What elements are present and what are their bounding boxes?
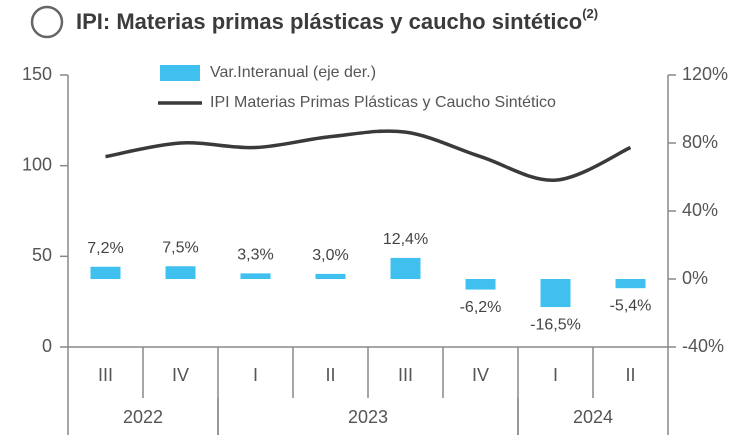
data-label: -16,5% <box>530 316 581 333</box>
x-tick-label: III <box>98 365 113 385</box>
y2-tick-label: 0% <box>682 268 708 288</box>
x-tick-label: III <box>398 365 413 385</box>
data-label: 7,5% <box>162 239 198 256</box>
bar <box>315 273 346 279</box>
bar <box>240 273 271 279</box>
x-tick-label: I <box>553 365 558 385</box>
bar <box>390 257 421 279</box>
group-label: 2022 <box>123 407 163 427</box>
x-tick-label: II <box>325 365 335 385</box>
chart-title: IPI: Materias primas plásticas y caucho … <box>76 6 598 33</box>
y2-tick-label: 40% <box>682 200 718 220</box>
y-tick-label: 150 <box>22 64 52 84</box>
data-label: -6,2% <box>460 299 502 316</box>
data-label: 12,4% <box>383 231 428 248</box>
bar <box>165 266 196 279</box>
group-label: 2024 <box>573 407 613 427</box>
bar <box>615 279 646 289</box>
bar <box>465 279 496 290</box>
y2-tick-label: -40% <box>682 336 724 356</box>
y-tick-label: 50 <box>32 245 52 265</box>
title-note: (2) <box>582 6 598 21</box>
data-label: 3,0% <box>312 247 348 264</box>
y-tick-label: 0 <box>42 336 52 356</box>
y-tick-label: 100 <box>22 154 52 174</box>
data-label: 3,3% <box>237 247 273 264</box>
legend-swatch <box>160 65 200 81</box>
x-tick-label: I <box>253 365 258 385</box>
legend-label: Var.Interanual (eje der.) <box>210 64 376 81</box>
y2-tick-label: 80% <box>682 132 718 152</box>
line <box>105 129 632 182</box>
data-label: -5,4% <box>610 297 652 314</box>
bar <box>540 279 571 308</box>
group-label: 2023 <box>348 407 388 427</box>
legend-label: IPI Materias Primas Plásticas y Caucho S… <box>210 94 556 111</box>
title-icon <box>30 5 64 39</box>
bar <box>90 266 121 279</box>
x-tick-label: IV <box>472 365 489 385</box>
x-tick-label: IV <box>172 365 189 385</box>
data-label: 7,2% <box>87 240 123 257</box>
title-text: IPI: Materias primas plásticas y caucho … <box>76 9 582 34</box>
x-tick-label: II <box>625 365 635 385</box>
y2-tick-label: 120% <box>682 64 728 84</box>
